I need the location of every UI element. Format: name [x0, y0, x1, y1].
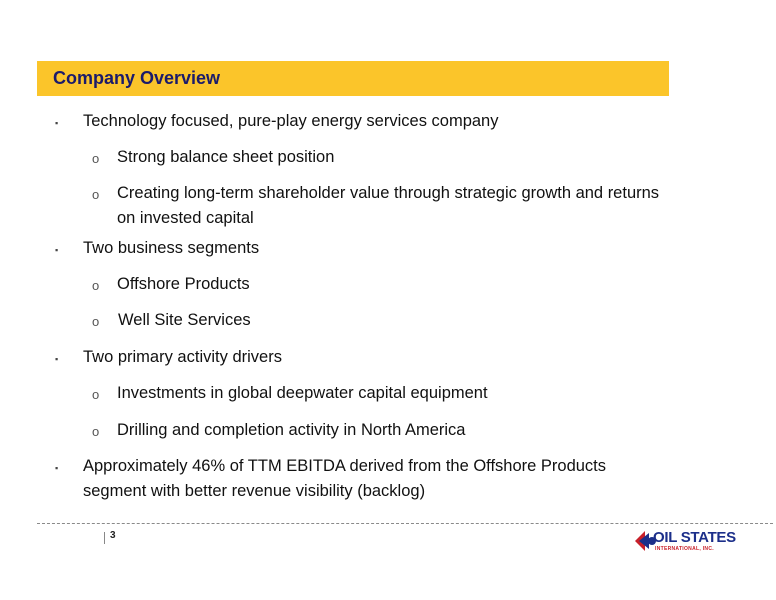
- circle-bullet-icon: o: [92, 151, 100, 166]
- square-bullet-icon: ▪: [55, 118, 59, 128]
- circle-bullet-icon: o: [92, 387, 100, 402]
- page-number-divider: [104, 532, 105, 544]
- page-number: 3: [110, 530, 116, 541]
- logo-subtitle: INTERNATIONAL, INC.: [655, 546, 714, 552]
- bullet-text-continued: segment with better revenue visibility (…: [83, 482, 426, 500]
- bullet-text-continued: on invested capital: [117, 209, 254, 227]
- slide-title: Company Overview: [53, 68, 221, 88]
- square-bullet-icon: ▪: [55, 245, 59, 255]
- bullet-text: Drilling and completion activity in Nort…: [117, 421, 466, 439]
- bullet-text: Well Site Services: [118, 311, 251, 329]
- company-logo: OIL STATES INTERNATIONAL, INC.: [633, 528, 736, 554]
- circle-bullet-icon: o: [92, 424, 100, 439]
- footer-divider: [37, 523, 773, 524]
- circle-bullet-icon: o: [92, 278, 100, 293]
- bullet-text: Strong balance sheet position: [117, 148, 335, 166]
- title-bar: Company Overview: [37, 61, 669, 96]
- logo-emblem-icon: [635, 531, 656, 551]
- bullet-text: Creating long-term shareholder value thr…: [117, 184, 660, 202]
- circle-bullet-icon: o: [92, 187, 100, 202]
- bullet-text: Two business segments: [83, 239, 260, 257]
- bullet-text: Two primary activity drivers: [83, 348, 282, 366]
- bullet-text: Approximately 46% of TTM EBITDA derived …: [83, 457, 607, 475]
- bullet-text: Technology focused, pure-play energy ser…: [83, 112, 499, 130]
- square-bullet-icon: ▪: [55, 354, 59, 364]
- logo-wordmark: OIL STATES: [653, 529, 736, 546]
- square-bullet-icon: ▪: [55, 463, 59, 473]
- circle-bullet-icon: o: [92, 314, 100, 329]
- bullet-text: Investments in global deepwater capital …: [117, 384, 488, 402]
- bullet-text: Offshore Products: [117, 275, 250, 293]
